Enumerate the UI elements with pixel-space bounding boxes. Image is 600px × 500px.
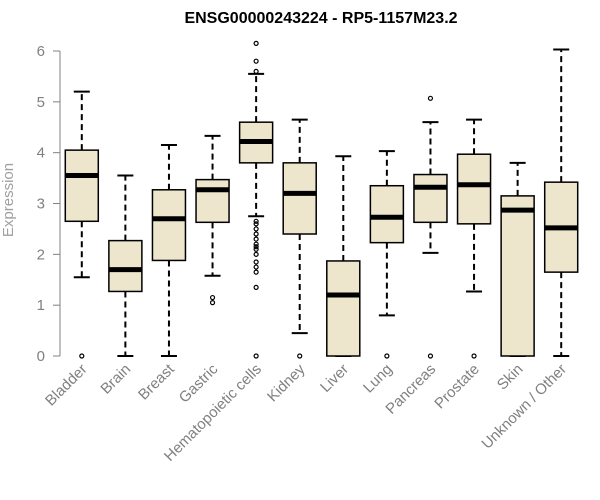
- y-tick-label: 6: [37, 43, 45, 60]
- box: [64, 149, 100, 223]
- box: [108, 239, 143, 293]
- box-group: [282, 118, 317, 359]
- box-group: [108, 174, 143, 357]
- outlier-point: [427, 95, 434, 101]
- outlier-point: [253, 246, 259, 252]
- outlier-point: [253, 244, 259, 250]
- y-tick-label: 0: [37, 348, 45, 365]
- boxes: [64, 40, 579, 359]
- box-group: [151, 144, 187, 357]
- outlier-point: [253, 236, 259, 242]
- chart-title: ENSG00000243224 - RP5-1157M23.2: [184, 10, 457, 27]
- box-group: [326, 155, 361, 357]
- outlier-point: [427, 353, 434, 359]
- outlier-point: [253, 353, 259, 359]
- x-tick-label: Breast: [135, 360, 178, 403]
- outlier-point: [253, 226, 259, 232]
- y-tick-label: 4: [37, 145, 45, 162]
- y-axis-label: Expression: [0, 163, 17, 237]
- y-tick-label: 2: [37, 246, 45, 263]
- box-group: [456, 118, 492, 359]
- outlier-point: [384, 353, 390, 359]
- outlier-point: [253, 40, 259, 46]
- outlier-point: [253, 264, 259, 270]
- box-group: [369, 150, 405, 359]
- outlier-point: [253, 231, 259, 237]
- x-tick-label: Kidney: [264, 360, 309, 405]
- box-group: [195, 134, 230, 306]
- y-tick-label: 1: [37, 297, 45, 314]
- y-axis: 0 1 2 3 4 5 6: [37, 43, 61, 365]
- box: [500, 195, 535, 357]
- box: [326, 260, 361, 357]
- x-tick-label: Brain: [97, 361, 134, 398]
- outlier-point: [253, 68, 259, 74]
- box: [456, 153, 492, 225]
- outlier-point: [471, 353, 477, 359]
- outlier-point: [79, 353, 85, 359]
- y-tick-label: 5: [37, 94, 45, 111]
- box: [282, 162, 317, 235]
- box: [151, 189, 187, 262]
- outlier-point: [253, 58, 259, 64]
- box-group: [64, 90, 100, 359]
- x-tick-label: Liver: [317, 361, 352, 396]
- outlier-point: [209, 294, 216, 301]
- outlier-point: [209, 300, 216, 306]
- y-tick-label: 3: [37, 196, 45, 213]
- outlier-point: [253, 221, 259, 227]
- box: [413, 173, 448, 224]
- box-group: [413, 95, 448, 359]
- box: [369, 184, 405, 244]
- x-tick-label: Skin: [494, 361, 527, 394]
- x-tick-label: Prostate: [431, 361, 483, 413]
- box-group: [238, 40, 274, 359]
- outlier-point: [253, 259, 259, 265]
- outlier-point: [253, 241, 259, 247]
- box: [195, 178, 230, 224]
- outlier-point: [297, 353, 303, 359]
- outlier-point: [253, 251, 259, 257]
- outlier-point: [253, 284, 259, 290]
- box-group: [500, 161, 535, 357]
- outlier-point: [253, 269, 259, 275]
- x-tick-label: Lung: [360, 361, 396, 397]
- x-tick-label: Bladder: [42, 361, 91, 410]
- box-group: [543, 48, 579, 357]
- outlier-point: [253, 218, 259, 224]
